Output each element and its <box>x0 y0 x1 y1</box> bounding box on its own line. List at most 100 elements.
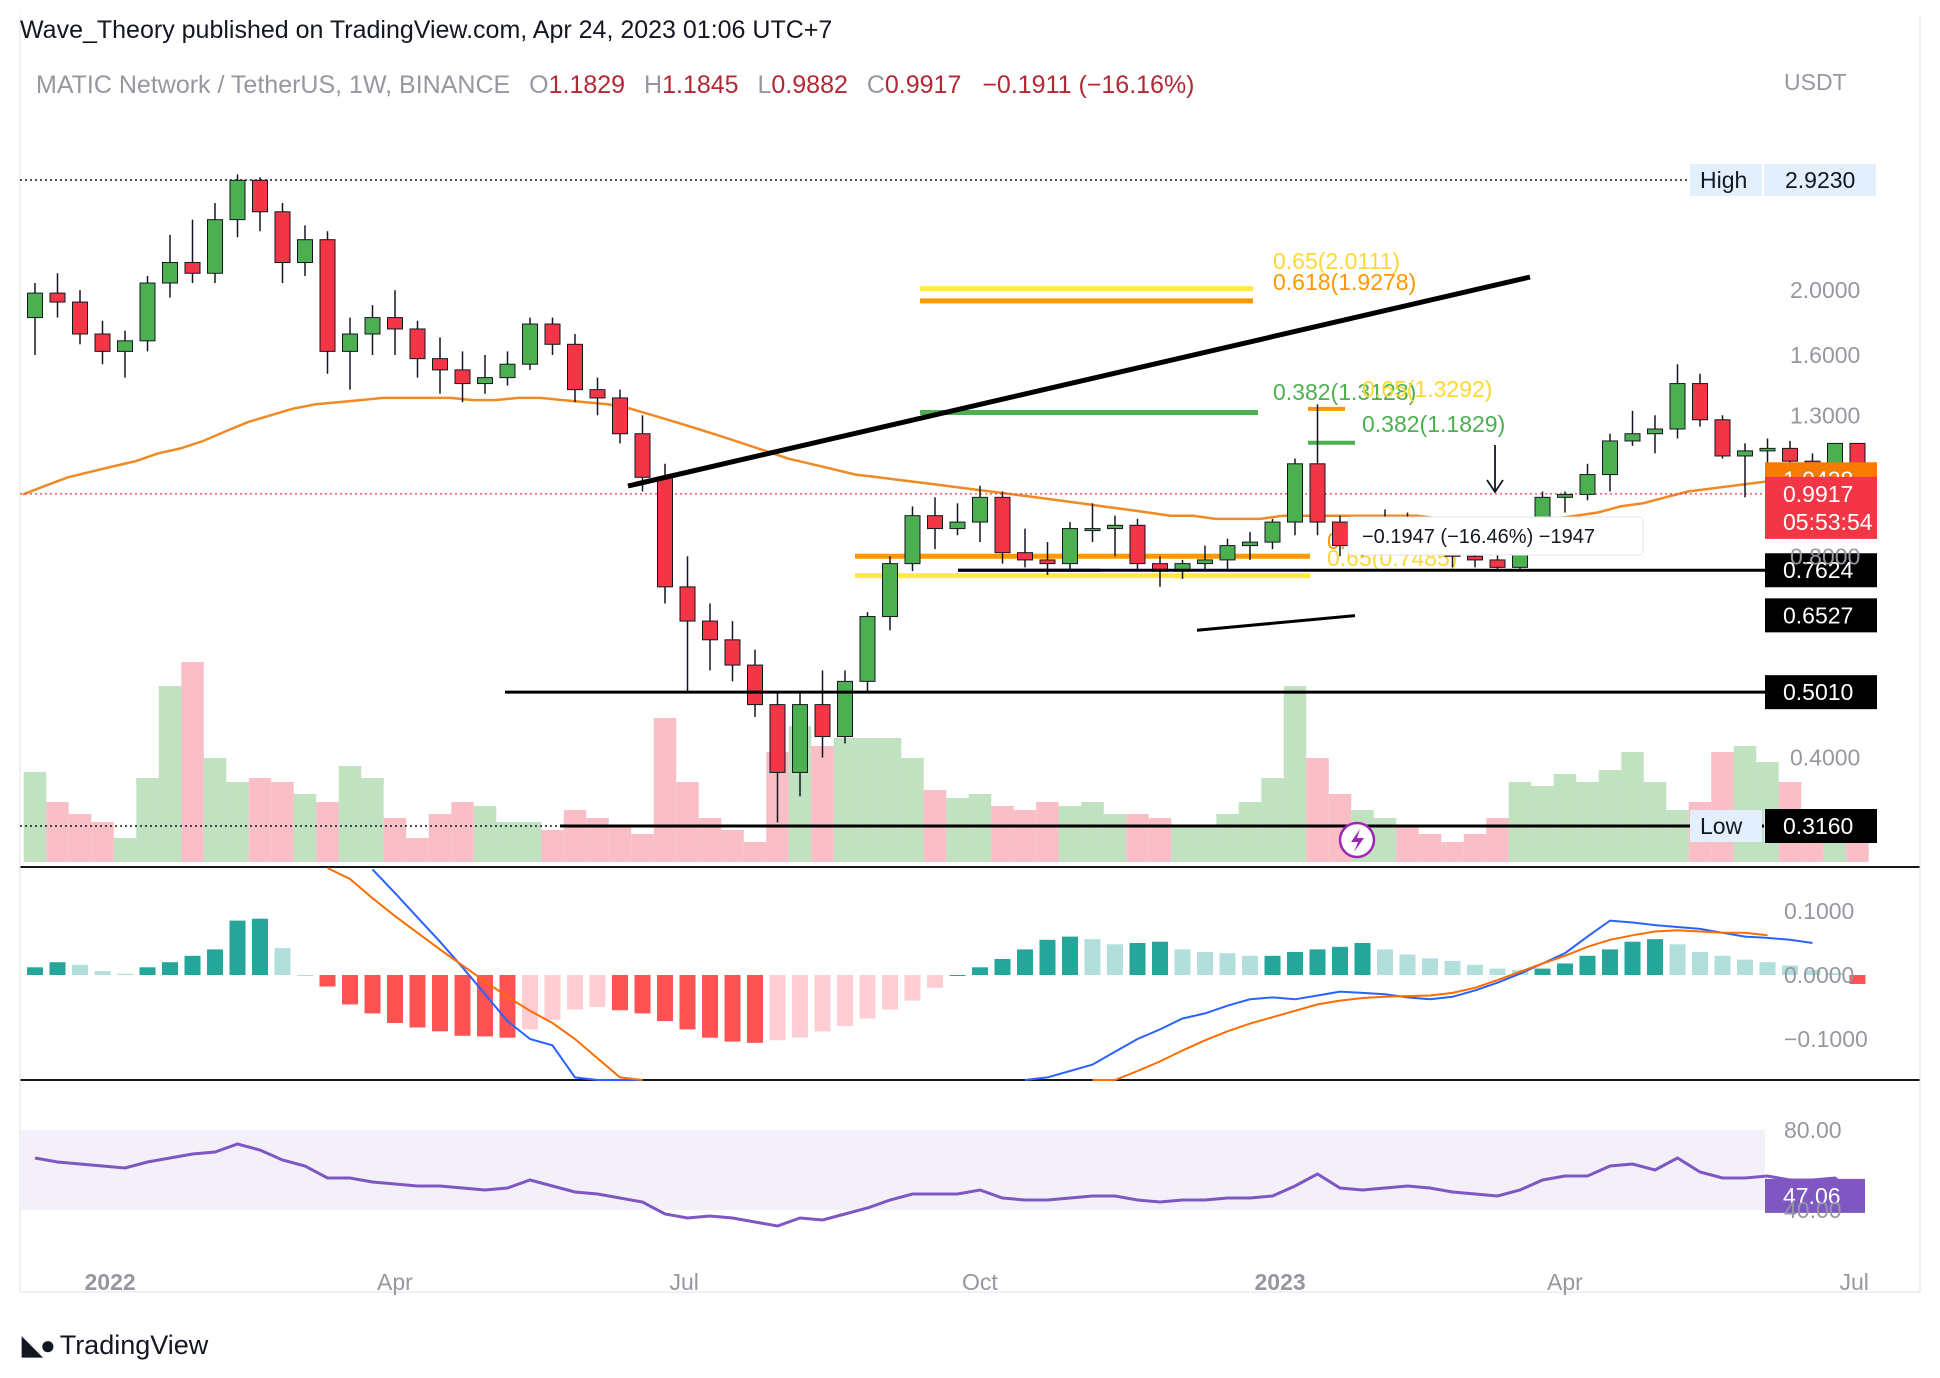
macd-histogram-bar <box>792 975 808 1038</box>
macd-histogram-bar <box>544 975 561 1020</box>
tradingview-logo[interactable]: ◣● TradingView <box>22 1330 208 1361</box>
volume-bar <box>1238 802 1262 862</box>
macd-histogram-bar <box>364 975 381 1014</box>
macd-histogram-bar <box>1624 941 1641 975</box>
macd-histogram-bar <box>1557 963 1573 975</box>
volume-bar <box>811 746 834 862</box>
volume-bar <box>473 806 497 862</box>
volume-bar <box>1058 806 1082 862</box>
macd-histogram-bar <box>432 975 448 1032</box>
macd-histogram-bar <box>319 975 336 987</box>
volume-bar <box>698 818 722 862</box>
volume-bar <box>248 778 272 862</box>
macd-histogram-bar <box>1444 960 1461 975</box>
volume-bar <box>1306 758 1329 862</box>
support-tag-bg <box>1765 809 1877 843</box>
candle-down <box>1467 555 1483 561</box>
time-axis-label: Apr <box>1547 1269 1583 1295</box>
candle-up <box>1084 528 1101 532</box>
volume-bar <box>833 738 857 862</box>
symbol-name[interactable]: MATIC Network / TetherUS, 1W, BINANCE <box>36 71 511 99</box>
macd-histogram-bar <box>1354 943 1371 975</box>
close-value: 0.9917 <box>884 71 962 99</box>
brand-name: TradingView <box>59 1330 209 1360</box>
macd-histogram-bar <box>1669 944 1686 975</box>
candle-up <box>904 515 921 565</box>
volume-bar <box>496 822 519 862</box>
candle-down <box>702 620 718 641</box>
candle-up <box>477 377 493 385</box>
candle-up <box>1759 447 1776 452</box>
candle-down <box>1039 559 1056 565</box>
candle-up <box>949 521 966 530</box>
volume-bar <box>158 686 182 862</box>
macd-histogram-bar <box>904 975 921 1001</box>
candle-down <box>94 333 111 352</box>
candle-down <box>387 317 403 330</box>
volume-bar <box>1126 814 1149 862</box>
volume-bar <box>181 662 204 862</box>
candle-down <box>814 704 831 738</box>
volume-bar <box>203 758 227 862</box>
volume-bar <box>338 766 362 862</box>
macd-histogram-bar <box>409 975 426 1028</box>
support-tag-value: 0.7624 <box>1783 557 1854 583</box>
volume-bar <box>946 798 969 862</box>
rsi-tick-label: 40.00 <box>1784 1197 1842 1223</box>
candle-up <box>1624 433 1641 442</box>
volume-bar <box>1036 802 1059 862</box>
high-value: 1.1845 <box>662 71 739 99</box>
volume-bar <box>91 822 114 862</box>
candle-down <box>994 496 1011 554</box>
macd-histogram-bar <box>1242 955 1258 975</box>
macd-histogram-bar <box>1759 962 1776 975</box>
macd-histogram-bar <box>1849 975 1866 984</box>
time-axis-label: 2022 <box>85 1269 136 1295</box>
macd-histogram-bar <box>814 975 831 1032</box>
volume-bar <box>46 802 69 862</box>
volume-bar <box>136 778 159 862</box>
volume-bar <box>541 830 564 862</box>
volume-bar <box>1441 842 1464 862</box>
candle-down <box>769 704 786 773</box>
price-tick-label: 0.4000 <box>1790 745 1860 771</box>
volume-bar <box>1081 802 1104 862</box>
volume-bar <box>653 718 677 862</box>
candle-up <box>1287 463 1303 523</box>
volume-bar <box>1598 770 1622 862</box>
support-tag-bg <box>1765 553 1877 588</box>
volume-bar <box>1216 814 1239 862</box>
volume-bar <box>1711 752 1734 862</box>
macd-histogram-bar <box>972 967 988 975</box>
candle-down <box>1782 447 1798 462</box>
macd-histogram-bar <box>1827 973 1843 975</box>
volume-bar <box>316 802 339 862</box>
volume-bar <box>293 794 317 862</box>
macd-histogram-bar <box>1602 949 1618 975</box>
macd-histogram-bar <box>1264 955 1281 975</box>
macd-histogram-bar <box>994 959 1011 975</box>
macd-histogram-bar <box>1039 939 1056 975</box>
macd-histogram-bar <box>1084 939 1101 975</box>
macd-histogram-bar <box>1579 955 1596 975</box>
volume-bar <box>721 830 744 862</box>
fib-label: 0.382(1.3128) <box>1273 379 1416 405</box>
measure-bg <box>1347 516 1644 556</box>
fib-label: 0.618(1.9278) <box>1273 269 1416 295</box>
down-arrow-icon <box>1486 445 1504 494</box>
level-tag-bg <box>1690 164 1762 196</box>
level-tag-bg <box>1690 810 1762 842</box>
tv-logo-icon: ◣● <box>22 1330 56 1360</box>
candle-down <box>747 664 763 706</box>
candle-down <box>1309 463 1326 523</box>
volume-bar <box>1486 818 1509 862</box>
level-tag-label: Low <box>1700 813 1743 839</box>
volume-bar <box>563 810 587 862</box>
candle-down <box>319 239 336 352</box>
candle-down <box>679 586 696 622</box>
volume-bar <box>1396 826 1419 862</box>
lightning-glyph <box>1351 829 1364 852</box>
volume-bar <box>878 738 902 862</box>
macd-histogram-bar <box>342 975 358 1005</box>
